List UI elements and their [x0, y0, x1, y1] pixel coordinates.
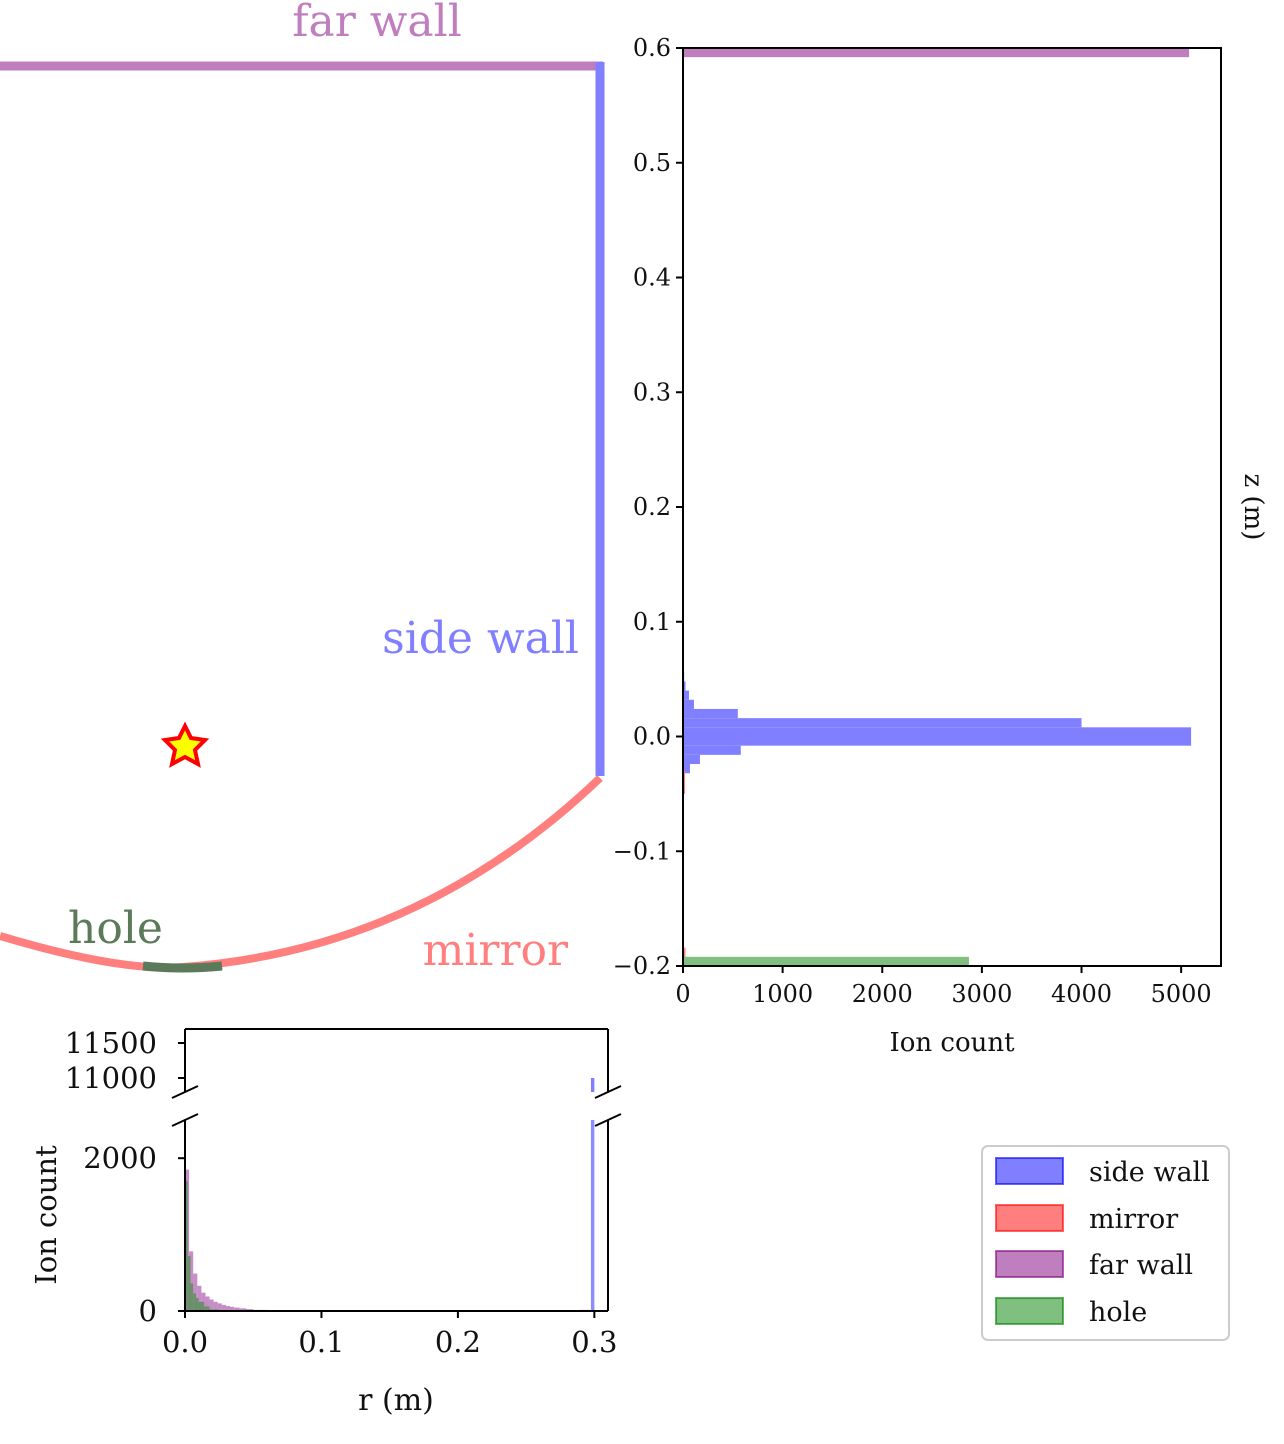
- r-histogram-xlabel: r (m): [358, 1383, 434, 1418]
- r-bar-far-wall: [193, 1273, 198, 1311]
- r-histogram-bars: [185, 1078, 595, 1311]
- z-xticks: 0 1000 2000 3000 4000 5000: [675, 966, 1212, 1008]
- z-ytick-label: −0.2: [613, 952, 671, 980]
- z-xtick-label: 1000: [752, 980, 813, 1008]
- z-ytick-label: 0.3: [633, 378, 671, 406]
- r-bar-far-wall: [189, 1251, 194, 1311]
- r-xtick-label: 0.3: [571, 1325, 617, 1359]
- z-bar-side-wall: [683, 745, 741, 755]
- z-histogram-xlabel: Ion count: [889, 1028, 1015, 1058]
- z-bar-side-wall: [683, 764, 690, 774]
- r-bar-far-wall: [221, 1304, 226, 1311]
- z-ytick-label: 0.4: [633, 264, 671, 292]
- legend-swatch-far-wall: [995, 1250, 1064, 1278]
- r-bar-far-wall: [230, 1306, 235, 1311]
- z-yticks: −0.2 −0.1 0.0 0.1 0.2 0.3 0.4 0.5 0.6: [613, 34, 683, 980]
- z-bar-mirror: [683, 947, 686, 957]
- legend-label: hole: [1089, 1297, 1147, 1328]
- mirror-label: mirror: [423, 925, 569, 976]
- legend-item: mirror: [995, 1204, 1178, 1235]
- legend-item: far wall: [995, 1250, 1193, 1281]
- r-bar-hole: [185, 1181, 188, 1311]
- r-ytick-label: 11500: [65, 1026, 157, 1060]
- z-ytick-label: 0.2: [633, 493, 671, 521]
- far-wall-label: far wall: [292, 0, 462, 47]
- r-bar-far-wall: [209, 1299, 214, 1311]
- star-icon: [160, 721, 210, 768]
- r-bar-far-wall: [205, 1296, 210, 1311]
- z-bar-side-wall: [683, 690, 689, 700]
- z-xtick-label: 4000: [1051, 980, 1112, 1008]
- r-bar-hole: [195, 1298, 199, 1311]
- legend: side wall mirror far wall hole: [981, 1145, 1230, 1341]
- r-bar-hole: [193, 1293, 196, 1311]
- z-ytick-label: 0.1: [633, 608, 671, 636]
- legend-item: side wall: [995, 1157, 1210, 1188]
- r-bar-hole: [204, 1306, 210, 1311]
- z-ytick-label: 0.0: [633, 723, 671, 751]
- z-histogram-ylabel: z (m): [1238, 474, 1268, 541]
- z-ytick-label: 0.5: [633, 149, 671, 177]
- legend-label: mirror: [1089, 1204, 1178, 1235]
- legend-frame: [981, 1145, 1230, 1341]
- r-ytick-label: 11000: [65, 1061, 157, 1095]
- r-bar-far-wall: [225, 1306, 231, 1311]
- r-bar-side-wall-upper: [590, 1078, 595, 1092]
- z-histogram-frame: [682, 47, 1222, 967]
- legend-swatch-mirror: [995, 1204, 1064, 1232]
- legend-swatch-hole: [995, 1297, 1064, 1325]
- z-bar-far-wall: [683, 48, 1190, 58]
- r-histogram-ylabel: Ion count: [29, 1145, 63, 1285]
- z-bar-side-wall: [683, 699, 694, 709]
- z-bar-side-wall: [683, 681, 686, 691]
- z-xtick-label: 2000: [852, 980, 913, 1008]
- r-bar-far-wall: [197, 1285, 202, 1311]
- r-xtick-label: 0.0: [162, 1325, 208, 1359]
- legend-swatch-side-wall: [995, 1157, 1064, 1185]
- hole-arc: [142, 961, 223, 973]
- r-bar-far-wall: [239, 1308, 247, 1311]
- z-bar-side-wall: [683, 718, 1082, 728]
- r-bar-hole: [187, 1255, 191, 1311]
- r-xtick-label: 0.2: [435, 1325, 481, 1359]
- z-xtick-label: 0: [675, 980, 690, 1008]
- r-bar-far-wall: [213, 1301, 218, 1311]
- legend-label: far wall: [1089, 1250, 1193, 1281]
- legend-item: hole: [995, 1297, 1147, 1328]
- z-ytick-label: 0.6: [633, 34, 671, 62]
- r-ytick-label: 0: [139, 1294, 157, 1328]
- r-bar-hole: [190, 1283, 194, 1311]
- r-bar-far-wall: [217, 1303, 222, 1311]
- mirror-arc: [0, 775, 603, 972]
- legend-label: side wall: [1089, 1157, 1210, 1188]
- z-xtick-label: 3000: [951, 980, 1012, 1008]
- z-ytick-label: −0.1: [613, 837, 671, 865]
- hole-label: hole: [68, 903, 163, 954]
- z-bar-side-wall: [683, 754, 700, 765]
- side-wall-label: side wall: [382, 613, 579, 664]
- axis-break-marks: [171, 1085, 622, 1127]
- r-bar-hole: [198, 1301, 205, 1311]
- r-xtick-label: 0.1: [298, 1325, 344, 1359]
- r-bar-far-wall: [234, 1307, 240, 1311]
- r-ytick-label: 2000: [83, 1141, 157, 1175]
- z-bar-side-wall: [683, 708, 738, 719]
- z-bar-hole: [683, 956, 969, 966]
- r-bar-side-wall: [590, 1120, 595, 1311]
- z-bar-side-wall: [683, 727, 1192, 737]
- z-histogram-bars: [683, 48, 1192, 966]
- z-histogram: −0.2 −0.1 0.0 0.1 0.2 0.3 0.4 0.5 0.6 0 1000 2000 3…: [613, 34, 1268, 1058]
- geometry-panel: far wall side wall hole mirror: [0, 0, 605, 976]
- z-bar-side-wall: [683, 736, 1192, 746]
- z-xtick-label: 5000: [1151, 980, 1212, 1008]
